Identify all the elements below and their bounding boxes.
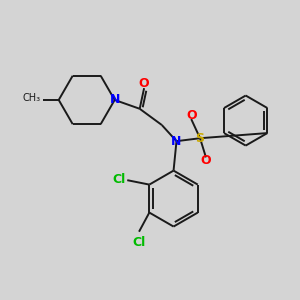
Text: N: N: [171, 135, 182, 148]
Text: CH₃: CH₃: [23, 94, 41, 103]
Text: O: O: [139, 77, 149, 90]
Text: O: O: [186, 109, 196, 122]
Text: Cl: Cl: [112, 173, 126, 186]
Text: N: N: [110, 93, 120, 106]
Text: Cl: Cl: [132, 236, 146, 249]
Text: S: S: [196, 132, 205, 145]
Text: O: O: [201, 154, 211, 167]
